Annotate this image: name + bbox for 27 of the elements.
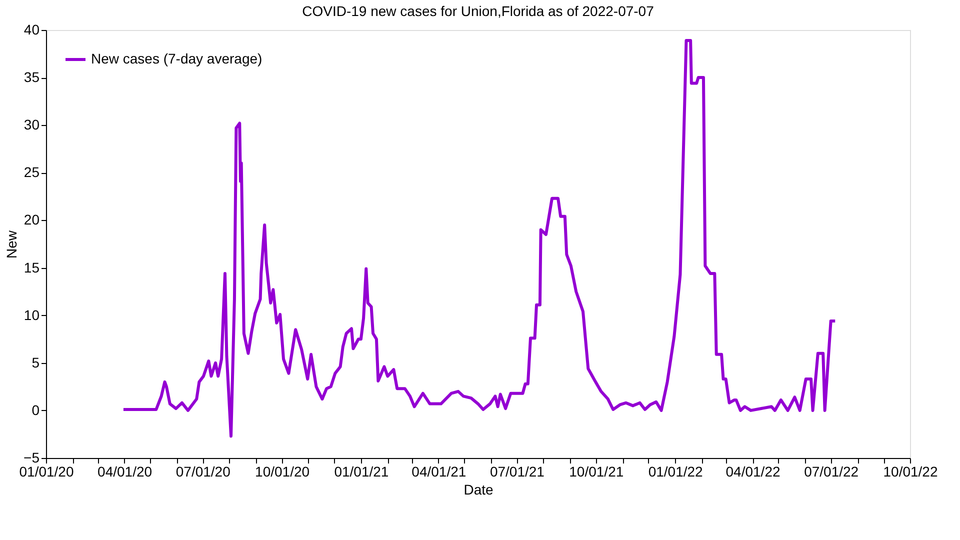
x-tick-label: 07/01/21 <box>490 464 545 480</box>
y-tick-label: 0 <box>32 402 40 418</box>
y-tick-label: 20 <box>24 212 40 228</box>
chart-title: COVID-19 new cases for Union,Florida as of 2022-07-07 <box>302 3 654 19</box>
legend-label: New cases (7-day average) <box>91 50 262 66</box>
x-tick-label: 10/01/20 <box>255 464 310 480</box>
y-tick-label: 15 <box>24 259 40 276</box>
y-axis-title: New <box>4 230 20 259</box>
x-tick-label: 04/01/20 <box>98 464 152 480</box>
y-tick-label: 40 <box>24 22 40 38</box>
x-axis-title: Date <box>464 482 494 498</box>
y-tick-label: 5 <box>32 354 40 370</box>
y-tick-label: 35 <box>24 69 40 86</box>
y-tick-label: −5 <box>24 450 40 466</box>
y-tick-label: 10 <box>24 306 40 323</box>
y-tick-label: 25 <box>24 164 40 180</box>
x-tick-label: 04/01/21 <box>412 464 466 480</box>
line-series <box>122 38 837 438</box>
x-tick-label: 10/01/21 <box>569 464 624 480</box>
x-tick-label: 04/01/22 <box>726 464 780 480</box>
x-tick-label: 01/01/21 <box>334 464 389 480</box>
y-tick-label: 30 <box>24 116 40 133</box>
x-tick-label: 01/01/22 <box>648 464 704 480</box>
x-tick-label: 07/01/20 <box>176 464 231 480</box>
x-tick-label: 07/01/22 <box>804 464 859 480</box>
x-tick-label: 10/01/22 <box>883 464 938 480</box>
x-tick-label: 01/01/20 <box>19 464 74 480</box>
